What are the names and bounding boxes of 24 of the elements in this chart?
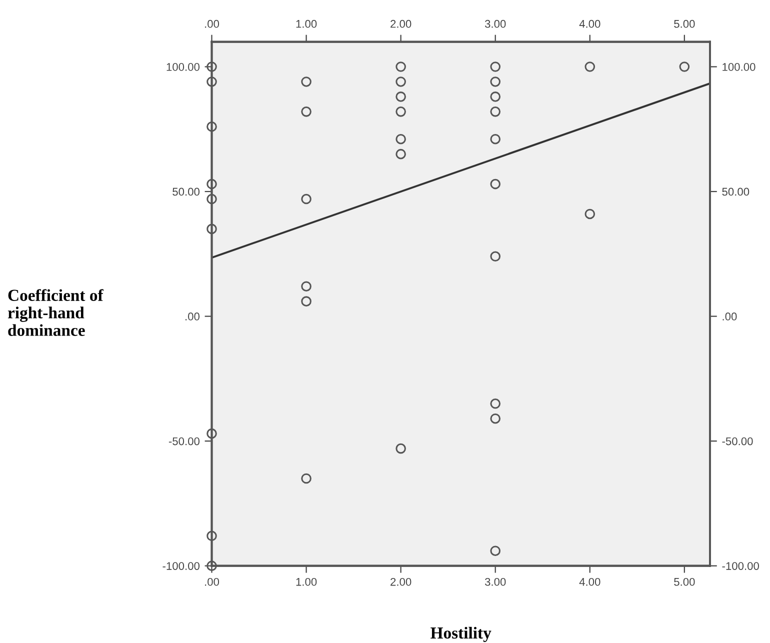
x2-tick-label: 5.00 — [674, 20, 695, 28]
x-tick-label: 2.00 — [390, 578, 412, 586]
x2-tick-label: 4.00 — [579, 20, 600, 28]
x-tick-label: 3.00 — [484, 578, 506, 586]
y-tick-label: 100.00 — [166, 63, 200, 71]
x-tick-label: .00 — [205, 578, 220, 586]
x-axis-title: Hostility — [430, 626, 492, 642]
x2-tick-label: 3.00 — [484, 20, 506, 28]
y2-tick-label: 50.00 — [722, 188, 750, 196]
x2-tick-label: 2.00 — [390, 20, 412, 28]
y2-tick-label: -100.00 — [722, 562, 759, 570]
y-tick-label: 50.00 — [172, 188, 200, 196]
y2-tick-label: .00 — [722, 312, 737, 320]
y2-tick-label: -50.00 — [722, 437, 753, 446]
x-tick-label: 4.00 — [579, 578, 600, 586]
y-tick-label: -50.00 — [168, 437, 200, 446]
x2-tick-label: .00 — [205, 20, 220, 28]
x-tick-label: 5.00 — [674, 578, 695, 586]
y-axis-title: Coefficient of right-hand dominance — [8, 289, 104, 336]
y2-tick-label: 100.00 — [722, 63, 756, 71]
x2-tick-label: 1.00 — [296, 20, 317, 28]
y-tick-label: -100.00 — [162, 562, 200, 570]
y-tick-label: .00 — [186, 312, 200, 320]
x-tick-label: 1.00 — [296, 578, 317, 586]
